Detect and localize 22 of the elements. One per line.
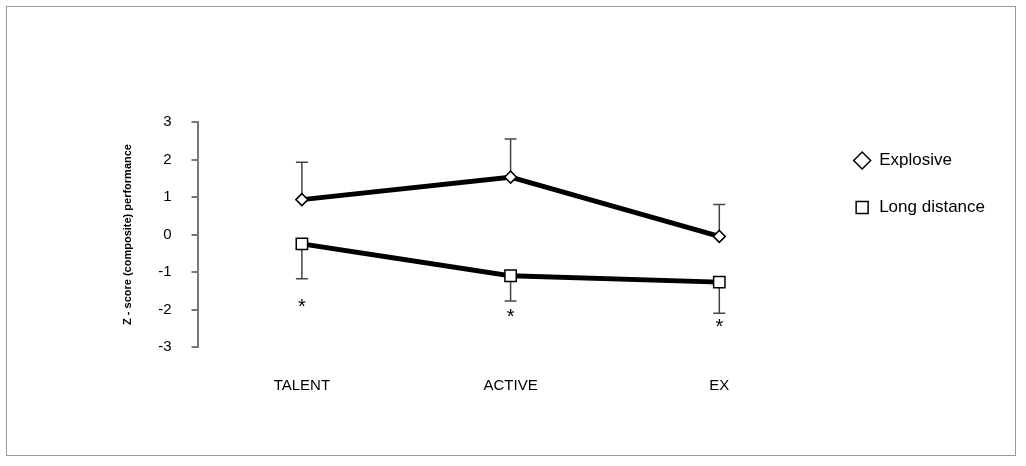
y-tick-label: 1 bbox=[163, 187, 172, 205]
y-tick-label: -3 bbox=[158, 337, 172, 355]
y-tick-label: 2 bbox=[163, 149, 172, 167]
annotation: * bbox=[506, 304, 515, 327]
point bbox=[295, 192, 309, 207]
point bbox=[504, 269, 517, 283]
annotation: * bbox=[715, 314, 724, 337]
point bbox=[712, 275, 726, 289]
point bbox=[503, 170, 518, 184]
y-tick-label: 0 bbox=[163, 224, 172, 242]
point bbox=[295, 237, 309, 251]
x-tick-label: ACTIVE bbox=[483, 376, 538, 394]
legend-label: Explosive bbox=[879, 150, 952, 170]
annotation: * bbox=[297, 294, 306, 317]
y-axis-title: Z - score (composite) performance bbox=[120, 144, 133, 325]
y-tick-label: -2 bbox=[158, 299, 172, 317]
x-tick-label: TALENT bbox=[273, 376, 331, 394]
x-tick-label: EX bbox=[709, 376, 730, 394]
y-tick-label: 3 bbox=[163, 112, 172, 130]
legend-label: Long distance bbox=[879, 197, 986, 217]
point bbox=[712, 229, 727, 244]
y-tick-label: -1 bbox=[158, 262, 172, 280]
